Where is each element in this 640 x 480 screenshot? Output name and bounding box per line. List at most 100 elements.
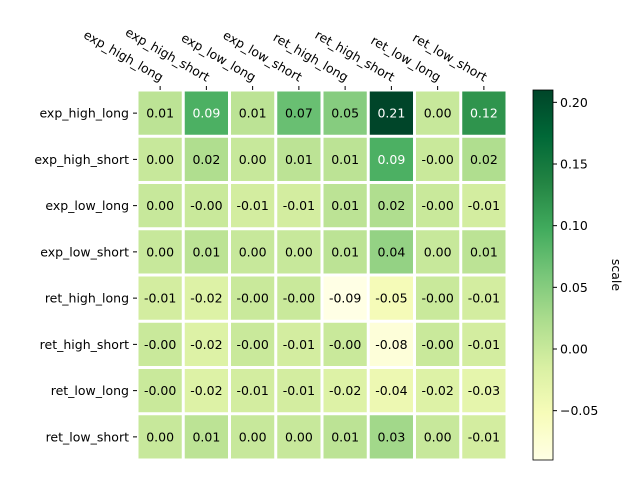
heatmap-cell — [462, 184, 506, 228]
cell-value-label: 0.21 — [377, 106, 405, 121]
heatmap-cell — [462, 322, 506, 366]
heatmap-cell — [323, 184, 367, 228]
heatmap-cell — [416, 184, 460, 228]
cell-value-label: 0.02 — [470, 152, 498, 167]
cell-value-label: 0.01 — [331, 429, 359, 444]
cell-value-label: 0.00 — [424, 429, 452, 444]
cell-value-label: -0.01 — [468, 198, 500, 213]
y-tick-label: ret_low_long — [51, 383, 129, 398]
cell-value-label: 0.09 — [192, 106, 220, 121]
cell-value-label: 0.00 — [239, 244, 267, 259]
heatmap-cell — [323, 369, 367, 413]
heatmap-cell — [323, 230, 367, 274]
cell-value-label: 0.01 — [192, 429, 220, 444]
colorbar-ticks: −0.05 0.00 0.05 0.10 0.15 0.20 — [553, 95, 598, 418]
heatmap-cell — [416, 369, 460, 413]
heatmap-cell — [323, 91, 367, 135]
cell-value-label: -0.03 — [468, 383, 500, 398]
heatmap-cell — [231, 322, 275, 366]
cell-value-label: 0.01 — [470, 244, 498, 259]
cell-value-label: 0.04 — [377, 244, 405, 259]
heatmap-cell — [277, 276, 321, 320]
heatmap-cell — [231, 184, 275, 228]
heatmap-cell — [231, 276, 275, 320]
heatmap-cell — [369, 184, 413, 228]
heatmap-cell — [369, 322, 413, 366]
cell-value-label: -0.00 — [421, 337, 453, 352]
heatmap-cell — [462, 137, 506, 181]
heatmap-cell — [184, 137, 228, 181]
cell-value-label: -0.01 — [468, 337, 500, 352]
heatmap-cell — [323, 276, 367, 320]
cell-value-label: 0.01 — [331, 198, 359, 213]
y-axis-ticks: exp_high_long exp_high_short exp_low_longe… — [34, 106, 137, 444]
colorbar-tick-label: 0.10 — [560, 218, 588, 233]
cell-value-label: 0.03 — [377, 429, 405, 444]
heatmap-cell — [231, 91, 275, 135]
cell-value-label: -0.01 — [236, 383, 268, 398]
colorbar-label: scale — [609, 259, 624, 292]
cell-value-label: -0.01 — [283, 198, 315, 213]
colorbar-tick-label: 0.00 — [560, 342, 588, 357]
cell-value-label: -0.00 — [236, 291, 268, 306]
heatmap-cell — [277, 415, 321, 459]
heatmap-cell — [138, 322, 182, 366]
colorbar-tick-label: 0.15 — [560, 157, 588, 172]
cell-value-label: 0.00 — [285, 244, 313, 259]
cell-value-label: -0.02 — [190, 337, 222, 352]
cell-value-label: -0.02 — [329, 383, 361, 398]
cell-value-label: 0.01 — [331, 244, 359, 259]
cell-value-label: -0.01 — [236, 198, 268, 213]
cell-value-label: 0.00 — [239, 429, 267, 444]
heatmap-cell — [416, 230, 460, 274]
heatmap-cell — [462, 276, 506, 320]
cell-value-label: 0.01 — [285, 152, 313, 167]
cell-value-label: -0.01 — [468, 291, 500, 306]
y-tick-label: ret_high_long — [45, 291, 129, 306]
x-axis-ticks: exp_high_longexp_high_shortexp_low_longe… — [81, 24, 490, 90]
cell-value-label: -0.08 — [375, 337, 407, 352]
heatmap-cell — [231, 415, 275, 459]
cell-value-label: 0.00 — [424, 244, 452, 259]
heatmap-cell — [184, 322, 228, 366]
cell-value-label: 0.05 — [331, 106, 359, 121]
heatmap-cell — [138, 276, 182, 320]
heatmap-cell — [138, 137, 182, 181]
cell-value-label: 0.07 — [285, 106, 313, 121]
heatmap-cell — [416, 276, 460, 320]
colorbar-gradient — [532, 89, 554, 461]
cell-value-label: -0.01 — [144, 291, 176, 306]
heatmap-cell — [416, 322, 460, 366]
heatmap-cell — [138, 415, 182, 459]
y-tick-label: ret_high_short — [40, 337, 129, 352]
heatmap-cell — [138, 91, 182, 135]
colorbar-tick-label: 0.20 — [560, 95, 588, 110]
heatmap-cell — [184, 369, 228, 413]
cell-value-label: 0.01 — [192, 244, 220, 259]
cell-value-label: 0.00 — [285, 429, 313, 444]
heatmap-cell — [462, 230, 506, 274]
cell-value-label: -0.09 — [329, 291, 361, 306]
colorbar: −0.05 0.00 0.05 0.10 0.15 0.20 scale — [532, 89, 624, 461]
heatmap-cell — [462, 415, 506, 459]
cell-value-label: 0.09 — [377, 152, 405, 167]
heatmap-cell — [369, 369, 413, 413]
heatmap-cell — [369, 276, 413, 320]
cell-value-label: 0.01 — [239, 106, 267, 121]
heatmap-cells: 0.01 0.09 0.01 0.07 0.05 0.21 0.00 0.12 0.00 0.02… — [138, 91, 506, 459]
heatmap-cell — [369, 91, 413, 135]
cell-value-label: -0.00 — [421, 291, 453, 306]
cell-value-label: -0.00 — [421, 152, 453, 167]
heatmap-cell — [184, 230, 228, 274]
heatmap-cell — [416, 137, 460, 181]
heatmap-cell — [138, 230, 182, 274]
heatmap-cell — [369, 137, 413, 181]
cell-value-label: 0.01 — [146, 106, 174, 121]
heatmap-cell — [277, 91, 321, 135]
cell-value-label: -0.00 — [283, 291, 315, 306]
cell-value-label: -0.00 — [190, 198, 222, 213]
heatmap-cell — [138, 369, 182, 413]
heatmap-cell — [277, 137, 321, 181]
cell-value-label: -0.05 — [375, 291, 407, 306]
cell-value-label: -0.00 — [144, 337, 176, 352]
